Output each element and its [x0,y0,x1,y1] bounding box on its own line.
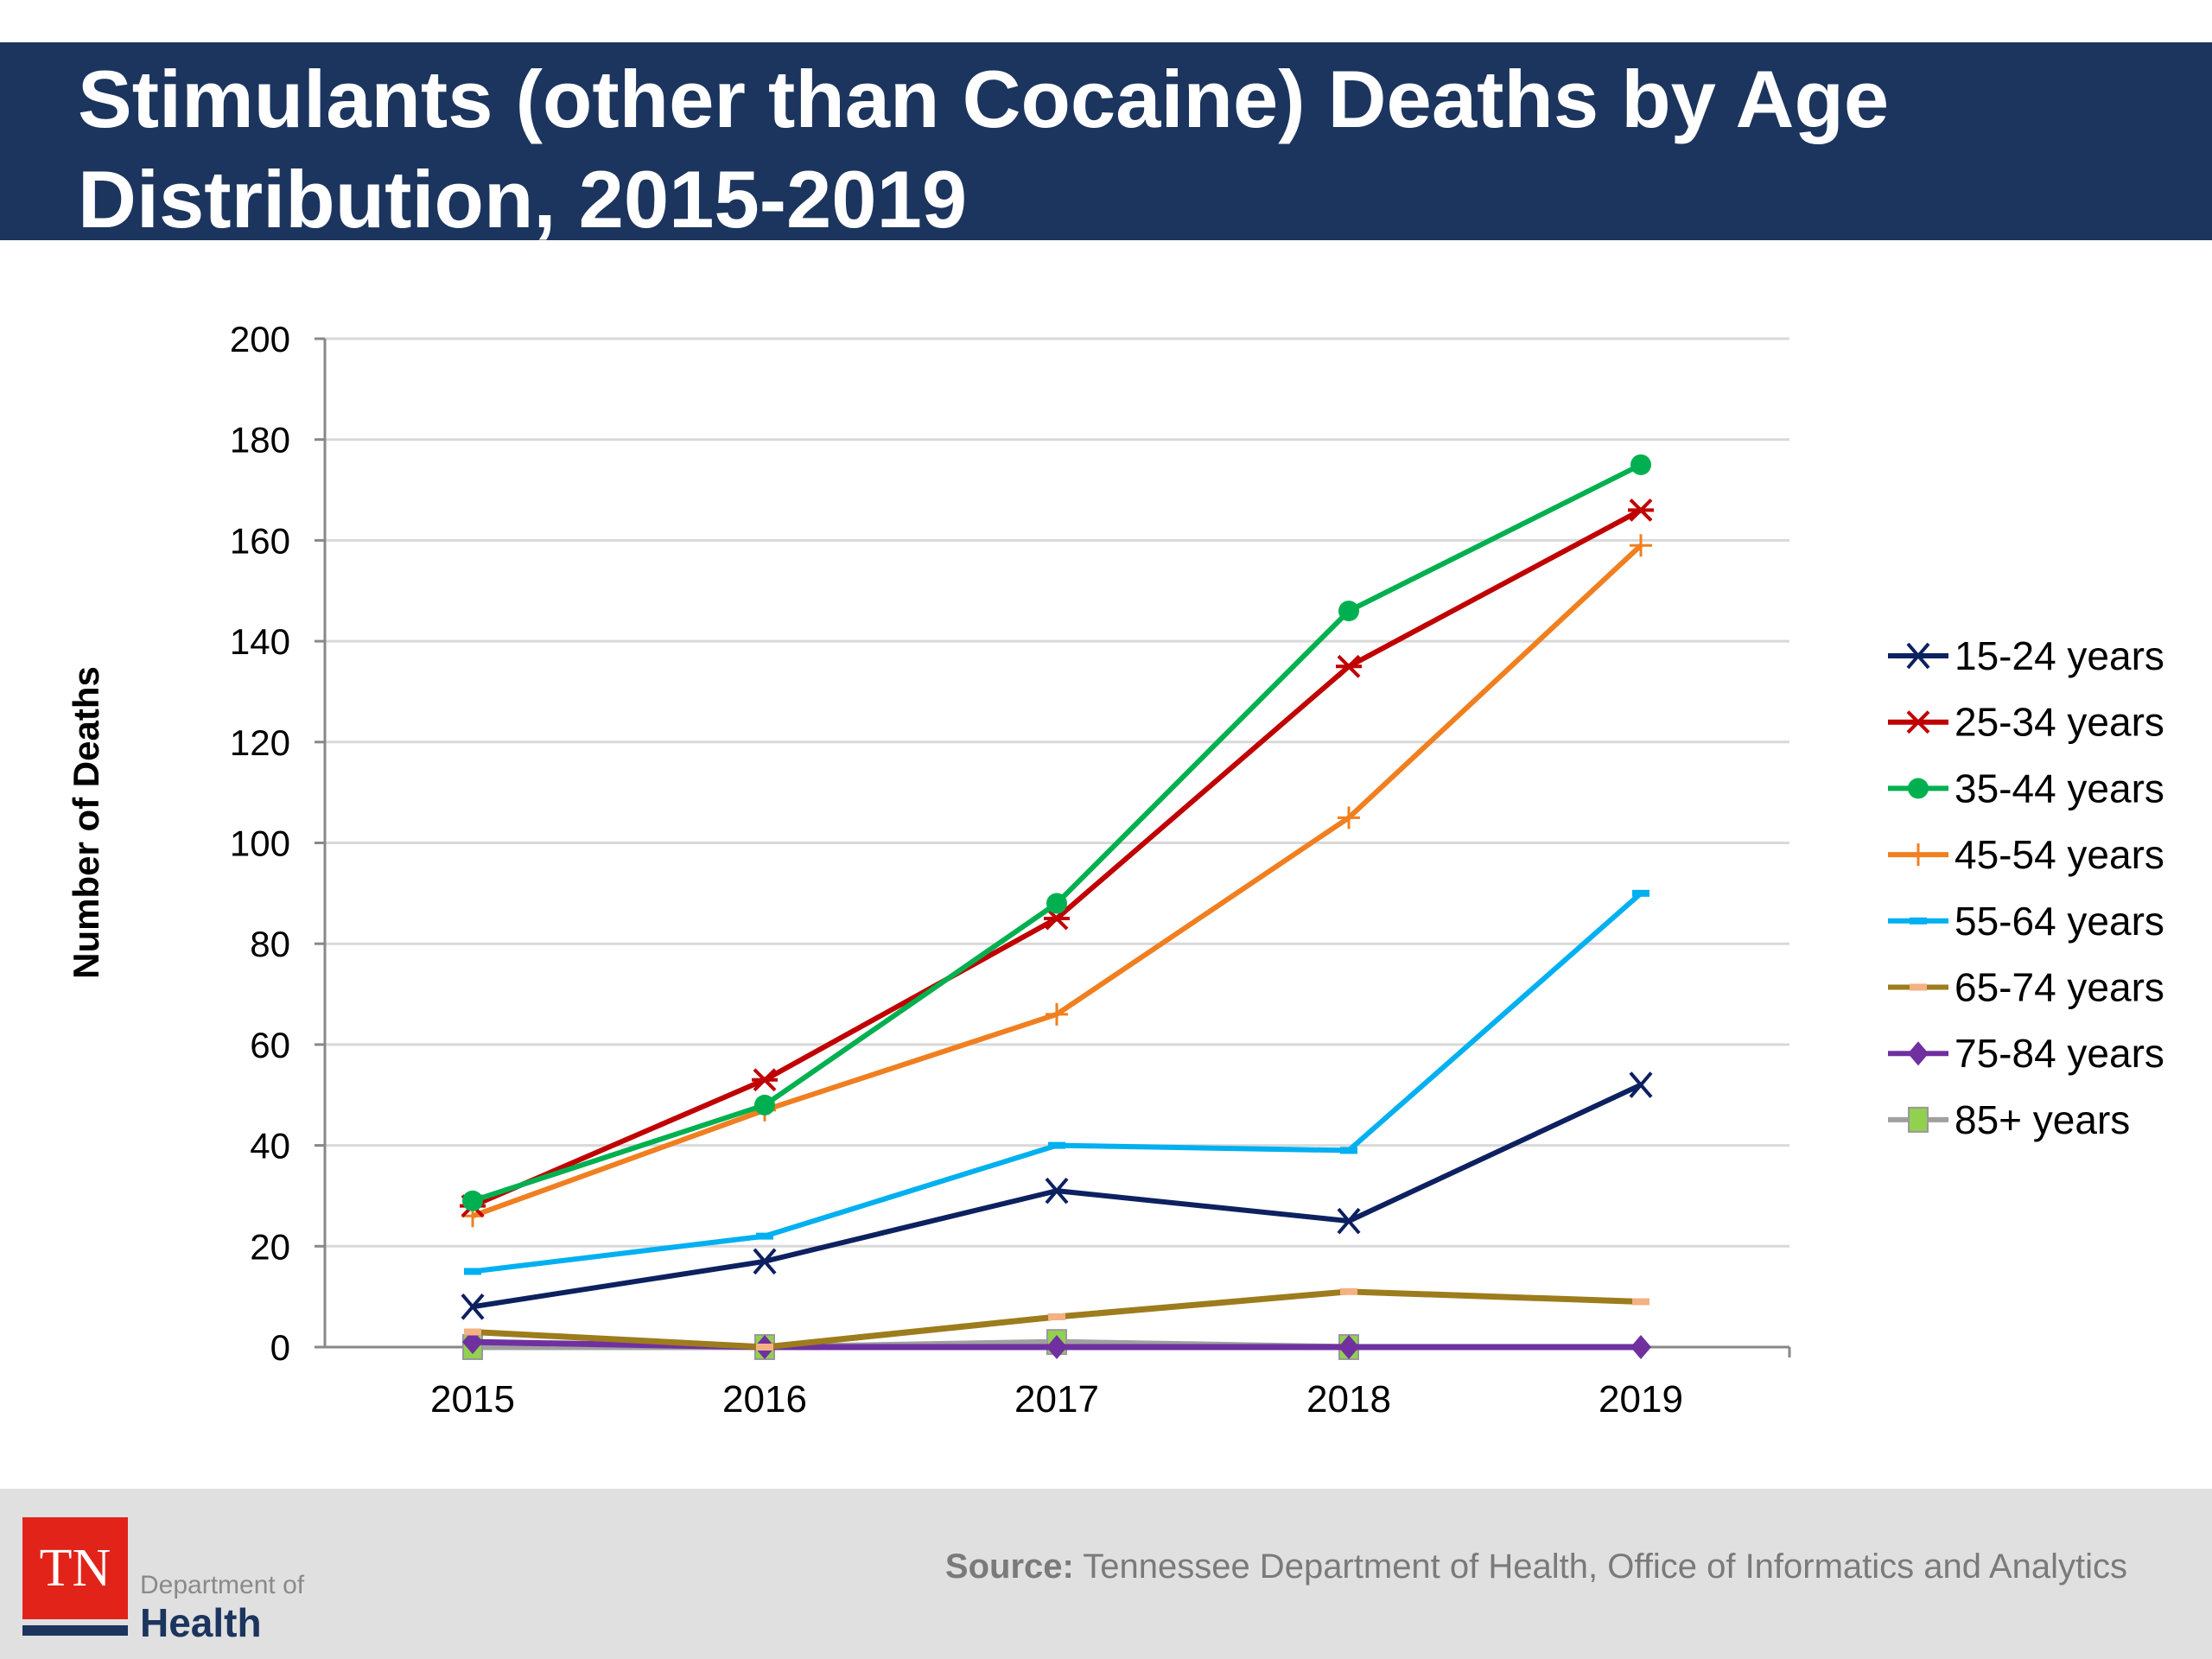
x-tick-label: 2015 [430,1378,515,1421]
legend-label: 85+ years [1955,1097,2130,1142]
logo-bar [22,1625,128,1636]
y-tick-label: 80 [250,924,290,964]
data-point-bar [464,1328,481,1336]
chart-title: Stimulants (other than Cocaine) Deaths b… [78,54,1890,245]
data-point-circle [1046,893,1067,914]
footer: TN Department of Health Source: Tennesse… [0,1489,2212,1659]
legend-label: 55-64 years [1955,899,2164,944]
data-point-plus [1630,534,1652,557]
data-point-dash [1632,889,1649,897]
data-point-x [1045,1177,1069,1205]
series-line-35-44-years [472,462,1643,1204]
y-tick-label: 200 [230,319,290,359]
data-point-circle [1630,454,1651,475]
title-banner: Stimulants (other than Cocaine) Deaths b… [0,42,2212,245]
data-point-dash [1910,917,1927,925]
data-point-circle [1338,601,1359,622]
data-point-x [1629,1071,1653,1098]
data-point-square [1908,1106,1929,1133]
logo-department-text: Department of [140,1571,305,1599]
legend-label: 75-84 years [1955,1031,2164,1076]
series-line-55-64-years [472,891,1643,1274]
y-tick-label: 0 [270,1327,290,1368]
data-point-diamond [1338,1335,1359,1359]
data-point-x [1337,1207,1361,1235]
data-point-bar [1340,1287,1357,1295]
data-point-star [1336,654,1362,678]
data-point-diamond [462,1330,483,1355]
data-point-star [1628,498,1654,522]
data-point-star [1044,906,1070,931]
series-line-15-24-years [472,1082,1643,1310]
data-point-dash [1048,1141,1065,1149]
legend-label: 15-24 years [1955,633,2164,678]
data-point-x [461,1294,485,1320]
data-point-circle [754,1094,775,1116]
x-tick-label: 2016 [722,1378,807,1421]
data-point-plus [1338,806,1360,830]
data-point-plus [1046,1002,1068,1026]
y-tick-label: 40 [250,1126,290,1166]
data-point-dash [756,1232,773,1240]
series-line-45-54-years [471,543,1643,1219]
data-point-diamond [1046,1335,1067,1359]
y-tick-label: 180 [230,420,290,461]
data-point-bar [756,1344,773,1351]
data-point-diamond [1630,1335,1651,1359]
data-point-x [753,1248,777,1275]
logo-health-text: Health [140,1600,262,1645]
data-point-dash [464,1268,481,1275]
y-tick-label: 60 [250,1025,290,1065]
legend-label: 65-74 years [1955,965,2164,1010]
y-tick-label: 100 [230,823,290,864]
series-line-25-34-years [471,507,1643,1209]
tn-logo: TN [22,1517,128,1619]
x-tick-label: 2017 [1014,1378,1099,1421]
data-point-bar [1048,1313,1065,1320]
data-point-circle [462,1190,483,1211]
data-point-dash [1340,1147,1357,1154]
data-point-bar [1910,983,1927,991]
data-point-diamond [1908,1041,1929,1066]
source-label: Source: [944,1548,1074,1586]
legend-label: 45-54 years [1955,832,2164,877]
legend-label: 35-44 years [1955,766,2164,810]
source-note: Source: Tennessee Department of Health, … [945,1548,2127,1586]
line-chart: 0 20 40 60 80 100 120 140 160 180 200 2015 2016 2017 2… [66,319,2164,1421]
y-tick-label: 140 [230,621,290,662]
y-tick-label: 20 [250,1226,290,1267]
y-axis-label: Number of Deaths [66,666,106,979]
data-point-star [1905,710,1931,734]
data-point-plus [1907,843,1929,867]
x-tick-label: 2018 [1306,1378,1391,1421]
y-tick-label: 160 [230,520,290,561]
legend-label: 25-34 years [1955,700,2164,745]
data-point-bar [1632,1298,1649,1306]
data-point-x [1906,642,1930,670]
source-text: Tennessee Department of Health, Office o… [1073,1548,2127,1586]
data-point-star [752,1068,778,1092]
data-point-circle [1908,778,1929,799]
x-tick-label: 2019 [1599,1378,1683,1421]
y-tick-label: 120 [230,722,290,763]
